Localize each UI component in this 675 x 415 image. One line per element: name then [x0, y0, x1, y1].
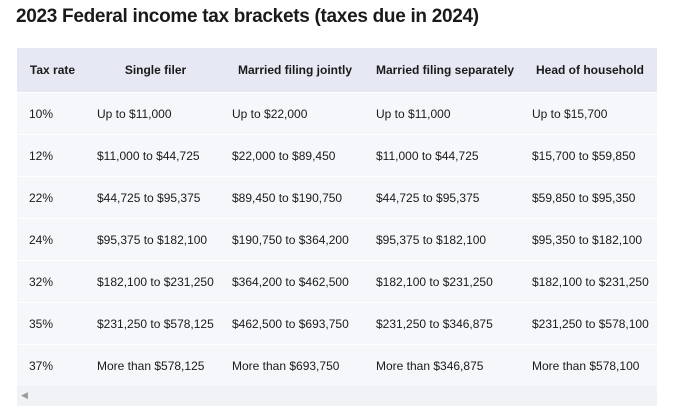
table-row: 24% $95,375 to $182,100 $190,750 to $364,2…: [17, 218, 657, 261]
column-header: Married filing jointly: [223, 48, 367, 93]
bracket-cell: More than $693,750: [223, 344, 367, 386]
tax-rate-cell: 37%: [17, 344, 88, 386]
tax-rate-cell: 35%: [17, 302, 88, 345]
table-body: 10% Up to $11,000 Up to $22,000 Up to $11,0…: [17, 92, 657, 386]
bracket-cell: $231,250 to $346,875: [367, 302, 523, 345]
bracket-cell: More than $346,875: [367, 344, 523, 386]
bracket-cell: More than $578,100: [523, 344, 657, 386]
table-row: 22% $44,725 to $95,375 $89,450 to $190,750…: [17, 176, 657, 219]
table-container: Tax rate Single filer Married filing joint…: [17, 48, 657, 406]
bracket-cell: $364,200 to $462,500: [223, 260, 367, 303]
bracket-cell: More than $578,125: [88, 344, 223, 386]
tax-rate-cell: 32%: [17, 260, 88, 303]
bracket-cell: Up to $22,000: [223, 92, 367, 135]
column-header: Tax rate: [17, 48, 88, 93]
bracket-cell: $44,725 to $95,375: [88, 176, 223, 219]
bracket-cell: Up to $15,700: [523, 92, 657, 135]
bracket-cell: $95,375 to $182,100: [88, 218, 223, 261]
bracket-cell: Up to $11,000: [88, 92, 223, 135]
bracket-cell: $59,850 to $95,350: [523, 176, 657, 219]
table-row: 10% Up to $11,000 Up to $22,000 Up to $11,0…: [17, 92, 657, 135]
bracket-cell: $15,700 to $59,850: [523, 134, 657, 177]
column-header: Head of household: [523, 48, 657, 93]
column-header: Single filer: [88, 48, 223, 93]
page-title: 2023 Federal income tax brackets (taxes …: [16, 6, 479, 27]
table-row: 32% $182,100 to $231,250 $364,200 to $462,…: [17, 260, 657, 303]
bracket-cell: $95,375 to $182,100: [367, 218, 523, 261]
bracket-cell: $190,750 to $364,200: [223, 218, 367, 261]
scrollbar[interactable]: ◀: [17, 386, 657, 406]
column-header: Married filing separately: [367, 48, 523, 93]
bracket-cell: $182,100 to $231,250: [88, 260, 223, 303]
bracket-cell: $231,250 to $578,125: [88, 302, 223, 345]
bracket-cell: $95,350 to $182,100: [523, 218, 657, 261]
tax-table: Tax rate Single filer Married filing joint…: [17, 48, 657, 386]
bracket-cell: $231,250 to $578,100: [523, 302, 657, 345]
bracket-cell: $11,000 to $44,725: [367, 134, 523, 177]
bracket-cell: $11,000 to $44,725: [88, 134, 223, 177]
bracket-cell: Up to $11,000: [367, 92, 523, 135]
tax-rate-cell: 12%: [17, 134, 88, 177]
table-row: 12% $11,000 to $44,725 $22,000 to $89,450 $…: [17, 134, 657, 177]
header-row: Tax rate Single filer Married filing joint…: [17, 48, 657, 93]
bracket-cell: $462,500 to $693,750: [223, 302, 367, 345]
table-row: 35% $231,250 to $578,125 $462,500 to $693,…: [17, 302, 657, 345]
tax-rate-cell: 10%: [17, 92, 88, 135]
scroll-left-arrow[interactable]: ◀: [21, 390, 28, 400]
tax-rate-cell: 22%: [17, 176, 88, 219]
tax-rate-cell: 24%: [17, 218, 88, 261]
bracket-cell: $44,725 to $95,375: [367, 176, 523, 219]
table-row: 37% More than $578,125 More than $693,750 M…: [17, 344, 657, 386]
bracket-cell: $182,100 to $231,250: [367, 260, 523, 303]
bracket-cell: $89,450 to $190,750: [223, 176, 367, 219]
bracket-cell: $22,000 to $89,450: [223, 134, 367, 177]
bracket-cell: $182,100 to $231,250: [523, 260, 657, 303]
